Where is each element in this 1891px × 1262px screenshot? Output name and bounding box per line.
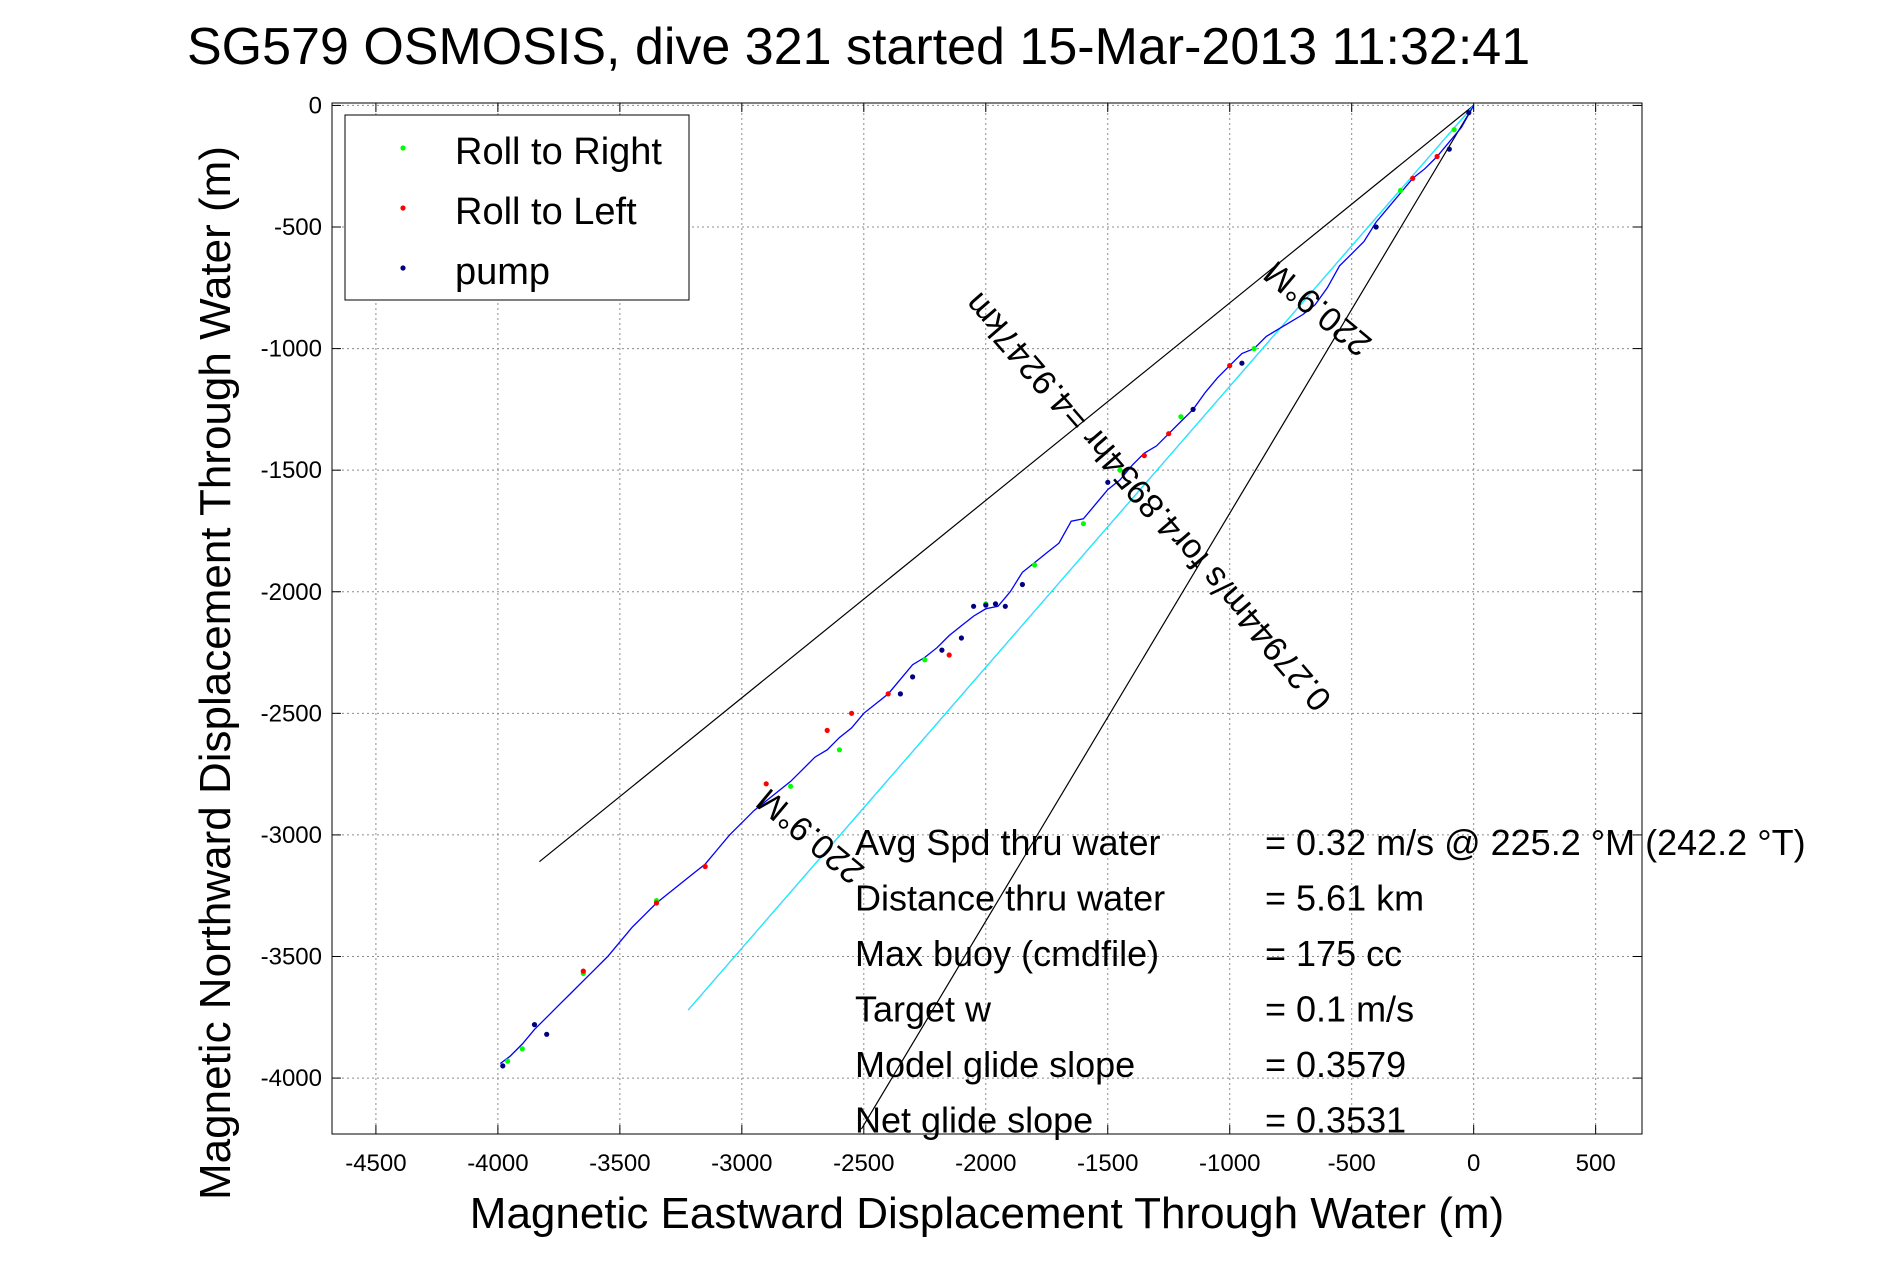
pump-point xyxy=(1466,110,1472,116)
stat-value: = 0.1 m/s xyxy=(1265,989,1414,1030)
x-axis-ticks: -4500 -4000 -3500 -3000 -2500 -2000 -1500 -1000… xyxy=(345,103,1616,1177)
pump-point xyxy=(531,1022,538,1028)
pump-point xyxy=(1105,479,1111,485)
pump-point xyxy=(1019,581,1025,588)
glider-track-line xyxy=(499,105,1475,1065)
roll-left-point xyxy=(824,727,830,734)
pump-point xyxy=(1373,224,1379,230)
roll-left-point xyxy=(885,691,891,697)
stat-label: Net glide slope xyxy=(855,1100,1093,1141)
roll-left-point xyxy=(653,900,660,906)
roll-right-point xyxy=(1117,467,1123,473)
chart-title: SG579 OSMOSIS, dive 321 started 15-Mar-2… xyxy=(187,18,1530,76)
roll-left-point xyxy=(763,781,769,787)
roll-right-point xyxy=(505,1058,511,1064)
x-tick-label: -1000 xyxy=(1199,1150,1260,1177)
roll-left-point xyxy=(946,652,952,658)
roll-left-point xyxy=(1434,153,1440,160)
y-axis-ticks: 0 -500 -1000 -1500 -2000 -2500 -3000 -3500 -4000 xyxy=(261,92,1642,1092)
roll-right-point xyxy=(1032,562,1038,568)
dive-statistics: Avg Spd thru water = 0.32 m/s @ 225.2 °M … xyxy=(855,822,1806,1141)
pump-point xyxy=(983,602,989,608)
x-tick-label: -4000 xyxy=(467,1150,528,1177)
roll-left-point xyxy=(849,710,855,716)
roll-right-point xyxy=(922,657,928,663)
roll-left-point xyxy=(702,863,708,870)
roll-left-point xyxy=(1410,175,1416,181)
stat-value: = 175 cc xyxy=(1265,933,1402,974)
y-tick-label: -2000 xyxy=(261,579,322,606)
pump-point xyxy=(910,674,916,680)
roll-right-point xyxy=(1251,346,1257,352)
x-axis-label: Magnetic Eastward Displacement Through W… xyxy=(470,1189,1504,1238)
roll-right-point xyxy=(788,783,794,789)
x-tick-label: -2000 xyxy=(955,1150,1016,1177)
stat-label: Avg Spd thru water xyxy=(855,822,1161,863)
y-tick-label: -3000 xyxy=(261,822,322,849)
pump-point xyxy=(1190,406,1196,412)
pump-point xyxy=(500,1063,506,1069)
stat-value: = 0.3579 xyxy=(1265,1044,1406,1085)
pump-point xyxy=(544,1031,550,1037)
legend-marker xyxy=(400,145,406,151)
stat-label: Model glide slope xyxy=(855,1044,1135,1085)
y-tick-label: -1000 xyxy=(261,336,322,363)
reference-lines xyxy=(539,104,1475,1130)
track-layer xyxy=(499,105,1475,1065)
legend-label: pump xyxy=(455,251,550,293)
pump-point xyxy=(897,691,904,697)
y-tick-label: 0 xyxy=(309,92,322,119)
roll-right-point xyxy=(1178,414,1184,420)
stat-value: = 0.3531 xyxy=(1265,1100,1406,1141)
pump-point xyxy=(971,603,977,609)
y-tick-label: -3500 xyxy=(261,943,322,970)
roll-left-point xyxy=(1227,363,1233,369)
pump-point xyxy=(1002,603,1008,609)
x-tick-label: 500 xyxy=(1576,1150,1616,1177)
reference-line-3 xyxy=(687,105,1475,1011)
roll-left-point xyxy=(580,968,586,974)
roll-right-point xyxy=(836,747,843,753)
pump-point xyxy=(1446,146,1452,152)
x-tick-label: -2500 xyxy=(833,1150,894,1177)
roll-right-point xyxy=(1080,521,1086,527)
y-tick-label: -500 xyxy=(274,214,322,241)
roll-right-point xyxy=(519,1046,525,1052)
legend-marker xyxy=(400,265,406,271)
y-axis-label: Magnetic Northward Displacement Through … xyxy=(191,146,240,1200)
x-tick-label: 0 xyxy=(1467,1150,1480,1177)
legend-label: Roll to Left xyxy=(455,191,637,233)
roll-left-point xyxy=(1141,453,1147,459)
pump-point xyxy=(939,647,945,653)
legend-entries: Roll to Right Roll to Left pump xyxy=(400,131,662,293)
reference-line-0 xyxy=(539,104,1475,863)
stat-label: Target w xyxy=(855,989,992,1030)
grid-lines xyxy=(332,103,1642,1134)
reference-line-1 xyxy=(860,105,1475,1130)
x-tick-label: -3500 xyxy=(589,1150,650,1177)
pump-point xyxy=(992,601,999,607)
y-tick-label: -4000 xyxy=(261,1065,322,1092)
stat-label: Max buoy (cmdfile) xyxy=(855,933,1159,974)
pump-point xyxy=(1239,360,1245,366)
x-tick-label: -4500 xyxy=(345,1150,406,1177)
stat-value: = 5.61 km xyxy=(1265,878,1424,919)
x-tick-label: -3000 xyxy=(711,1150,772,1177)
legend-marker xyxy=(400,205,406,211)
roll-right-point xyxy=(1397,187,1404,194)
stat-value: = 0.32 m/s @ 225.2 °M (242.2 °T) xyxy=(1265,822,1806,863)
roll-left-point xyxy=(1166,431,1172,437)
legend: Roll to Right Roll to Left pump xyxy=(344,114,690,301)
marker-points xyxy=(500,110,1472,1069)
stat-label: Distance thru water xyxy=(855,878,1165,919)
roll-right-point xyxy=(1451,127,1457,133)
pump-point xyxy=(958,635,965,641)
y-tick-label: -1500 xyxy=(261,457,322,484)
y-tick-label: -2500 xyxy=(261,700,322,727)
x-tick-label: -1500 xyxy=(1077,1150,1138,1177)
x-tick-label: -500 xyxy=(1328,1150,1376,1177)
legend-label: Roll to Right xyxy=(455,131,662,173)
